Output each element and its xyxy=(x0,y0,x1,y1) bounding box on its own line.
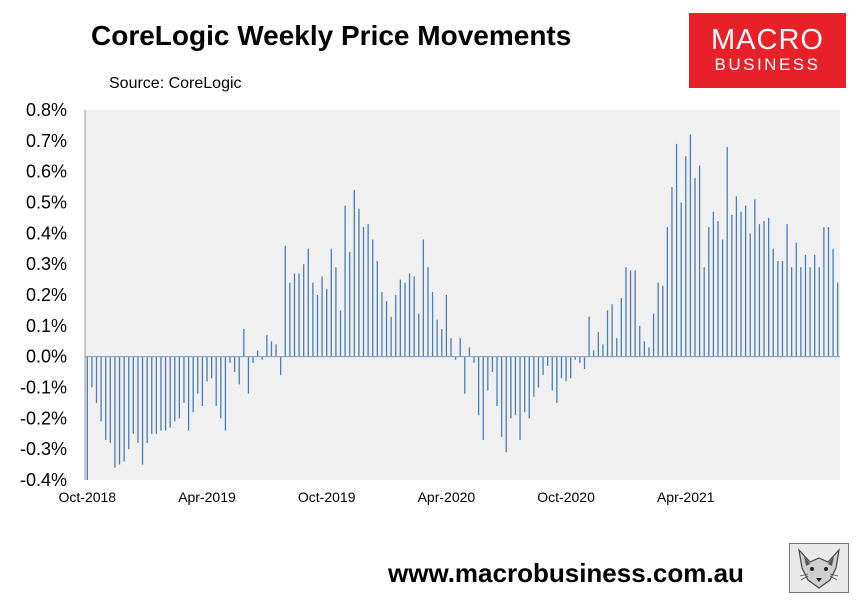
logo-line-1: MACRO xyxy=(711,24,824,56)
y-tick-label: 0.8% xyxy=(26,100,67,120)
y-tick-label: 0.1% xyxy=(26,316,67,336)
y-tick-label: 0.7% xyxy=(26,131,67,151)
y-tick-label: 0.5% xyxy=(26,193,67,213)
chart-source: Source: CoreLogic xyxy=(109,75,242,92)
website-url: www.macrobusiness.com.au xyxy=(388,558,744,588)
y-tick-label: 0.6% xyxy=(26,162,67,182)
x-tick-label: Apr-2019 xyxy=(178,489,236,505)
x-tick-labels: Oct-2018 Apr-2019 Oct-2019 Apr-2020 Oct-2020… xyxy=(59,489,715,505)
y-tick-label: 0.4% xyxy=(26,223,67,243)
chart-title: CoreLogic Weekly Price Movements xyxy=(91,20,572,51)
logo-line-2: BUSINESS xyxy=(714,55,821,74)
macrobusiness-logo: MACRO BUSINESS xyxy=(689,13,846,88)
y-tick-label: -0.3% xyxy=(20,439,67,459)
y-tick-labels: -0.4% -0.3% -0.2% -0.1% 0.0% 0.1% 0.2% 0.3% 0.4%… xyxy=(20,100,67,490)
y-tick-label: 0.0% xyxy=(26,347,67,367)
x-tick-label: Apr-2021 xyxy=(657,489,715,505)
bars-group xyxy=(86,134,839,480)
x-tick-label: Oct-2020 xyxy=(537,489,595,505)
y-tick-label: -0.4% xyxy=(20,470,67,490)
x-tick-label: Oct-2018 xyxy=(59,489,117,505)
x-tick-label: Oct-2019 xyxy=(298,489,356,505)
x-tick-label: Apr-2020 xyxy=(418,489,476,505)
plot-area xyxy=(85,110,840,480)
y-tick-label: 0.2% xyxy=(26,285,67,305)
fox-mascot-icon xyxy=(789,543,849,593)
y-tick-label: -0.1% xyxy=(20,378,67,398)
y-tick-label: -0.2% xyxy=(20,408,67,428)
y-tick-label: 0.3% xyxy=(26,254,67,274)
fox-face-icon xyxy=(798,548,840,589)
